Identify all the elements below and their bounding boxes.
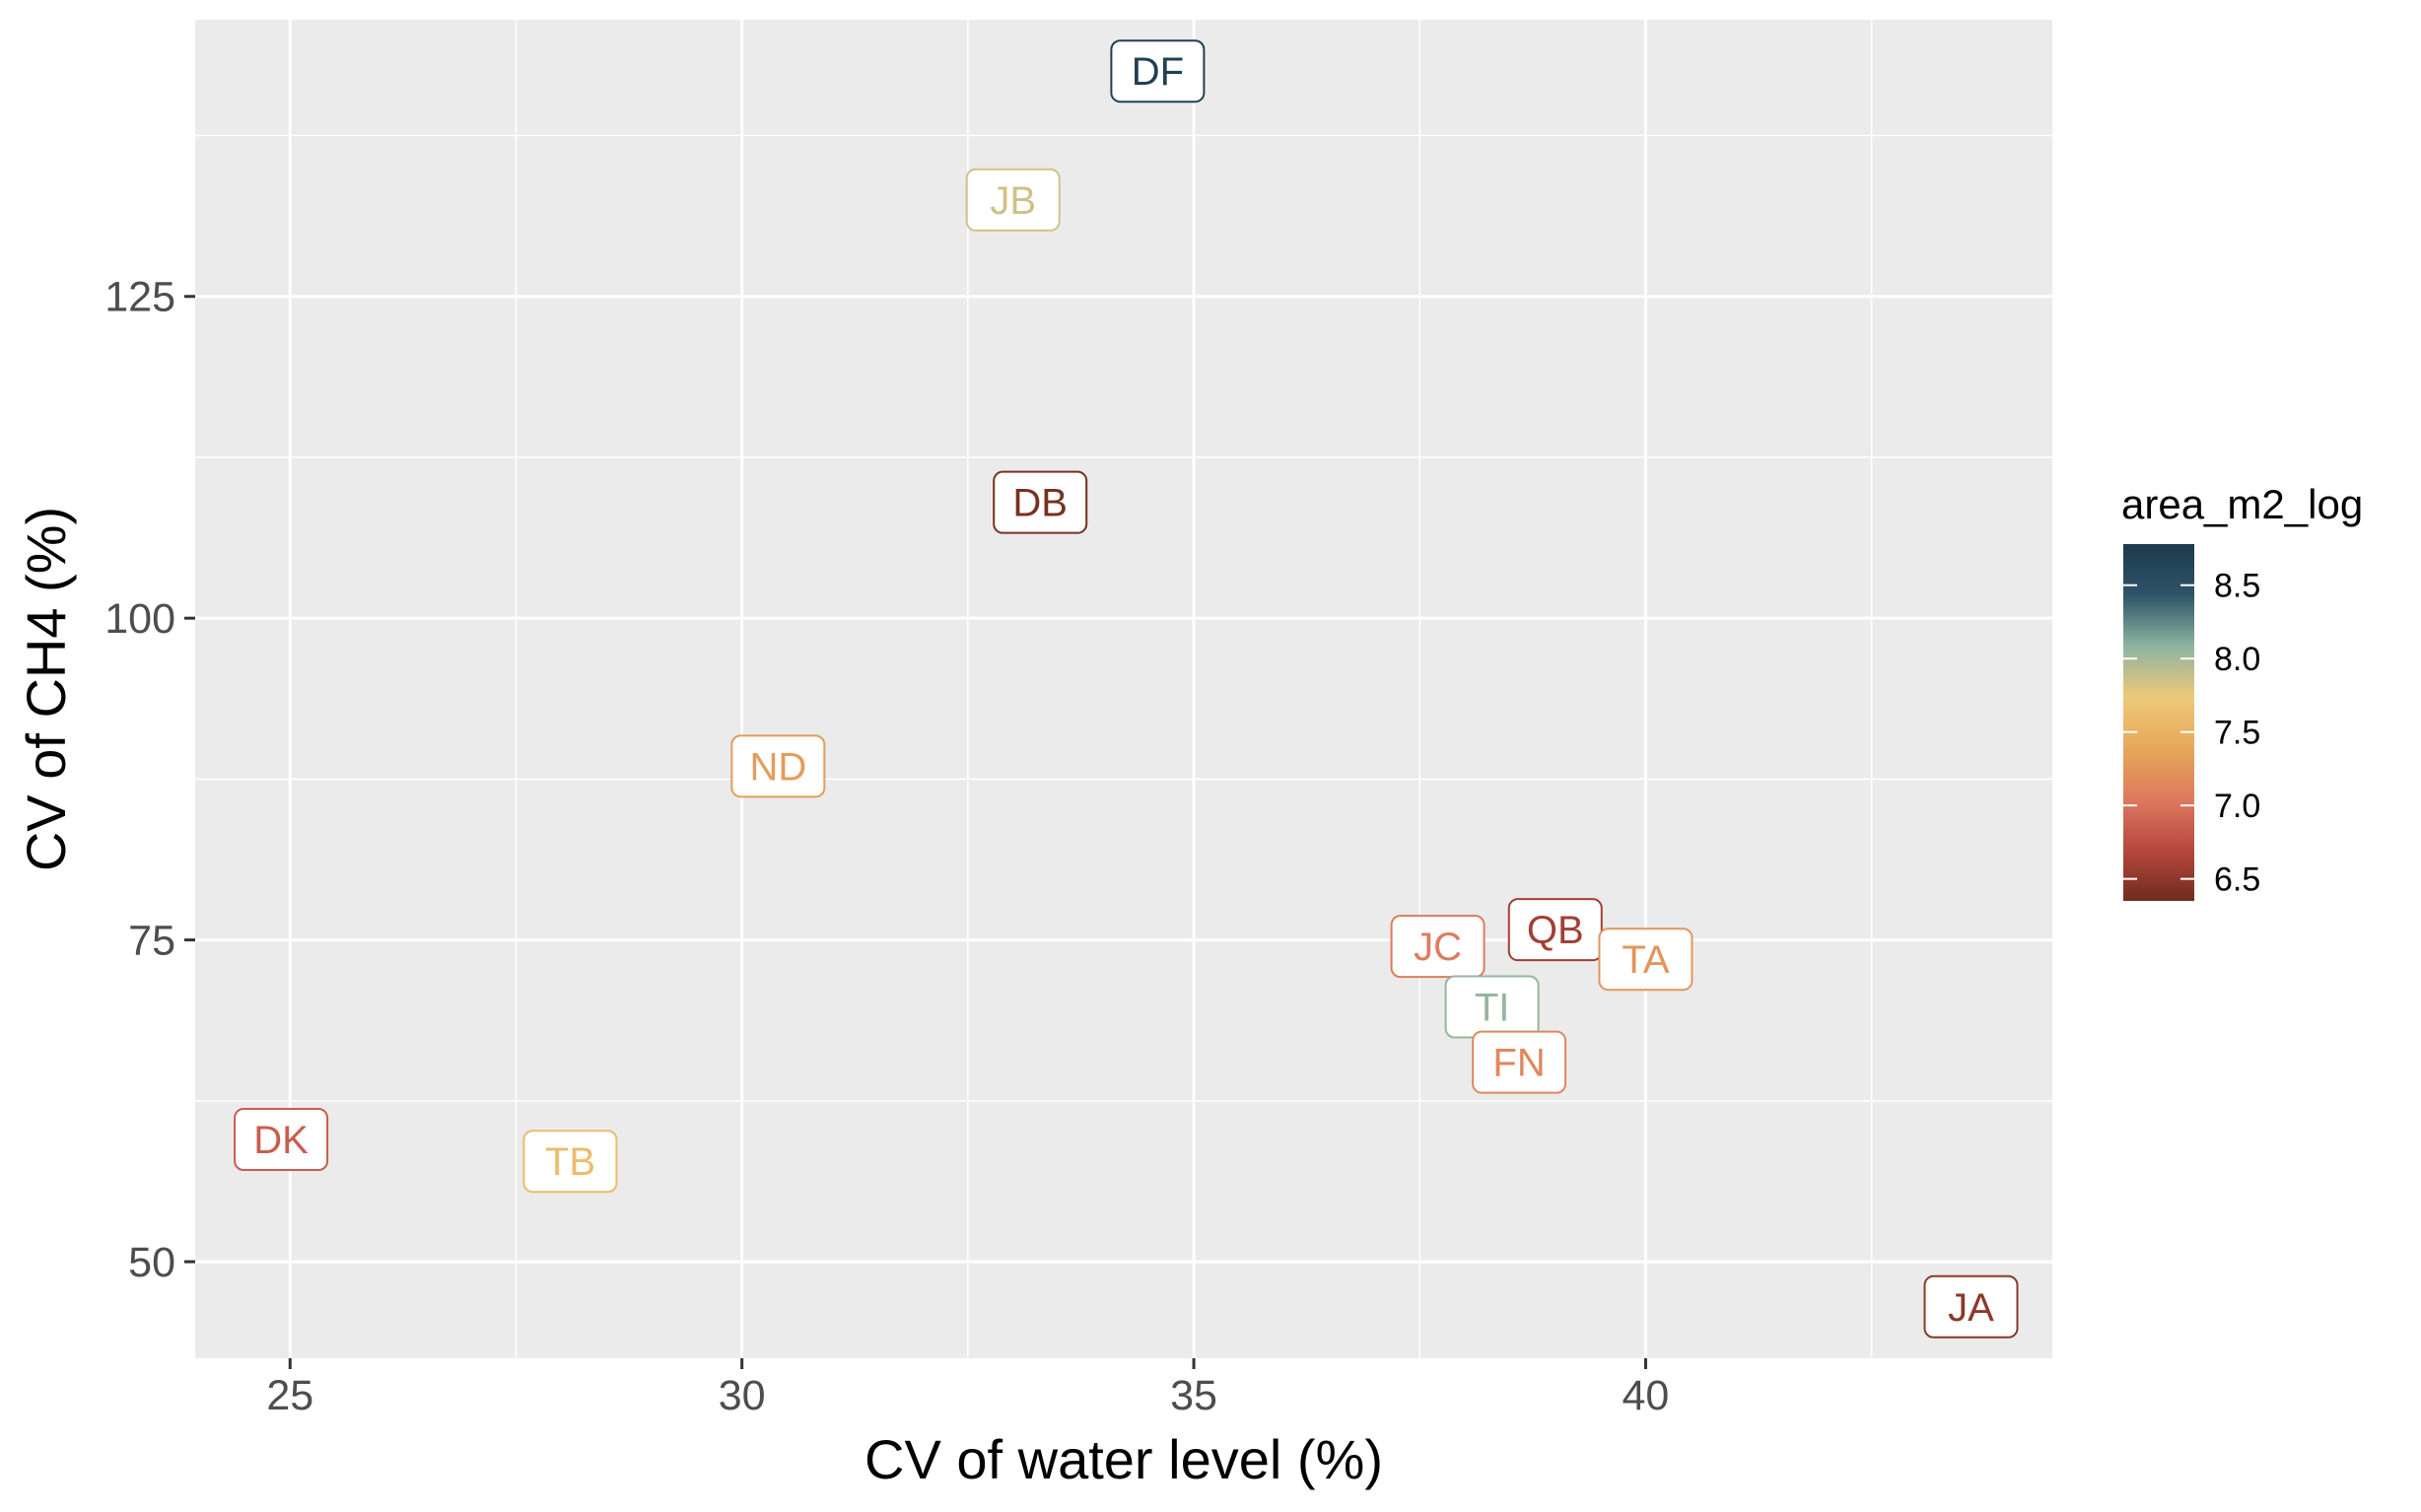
colorbar-tick-label: 7.5 [2214, 715, 2260, 752]
point-label-text: JC [1414, 926, 1462, 969]
point-label-dk: DK [234, 1108, 329, 1172]
x-tick-label: 35 [1170, 1372, 1217, 1419]
point-label-qb: QB [1507, 898, 1603, 962]
point-label-text: DB [1012, 482, 1068, 525]
point-label-nd: ND [730, 734, 826, 798]
x-tick-label: 40 [1623, 1372, 1670, 1419]
point-label-tb: TB [522, 1130, 618, 1194]
point-label-ta: TA [1598, 928, 1694, 992]
colorbar-tick-label: 8.5 [2214, 568, 2260, 605]
point-label-box [965, 168, 1061, 232]
point-label-box [1390, 915, 1486, 979]
point-label-jb: JB [965, 168, 1061, 232]
x-axis-title: CV of water level (%) [865, 1428, 1383, 1490]
point-label-box [522, 1130, 618, 1194]
point-labels: DF JB DB ND JC QB TA TI FN DK TB JA [234, 39, 2019, 1339]
y-axis-title: CV of CH4 (%) [15, 507, 77, 871]
point-label-box [1110, 39, 1206, 103]
colorbar-legend: area_m2_log 6.5 7.0 7.5 8.0 8.5 [2121, 481, 2363, 901]
point-label-box [993, 470, 1088, 534]
point-label-text: ND [749, 745, 806, 789]
y-tick-label: 75 [128, 918, 175, 965]
point-label-ja: JA [1923, 1274, 2019, 1339]
point-label-df: DF [1110, 39, 1206, 103]
major-gridlines [195, 20, 2052, 1358]
colorbar-ticks: 6.5 7.0 7.5 8.0 8.5 [2123, 568, 2260, 899]
point-label-text: DF [1132, 50, 1184, 94]
minor-gridlines [195, 20, 2052, 1358]
point-label-text: JA [1948, 1286, 1994, 1330]
point-label-box [234, 1108, 329, 1172]
point-label-box [1923, 1274, 2019, 1339]
point-label-text: DK [253, 1119, 309, 1162]
point-label-jc: JC [1390, 915, 1486, 979]
colorbar [2123, 544, 2194, 901]
point-label-fn: FN [1472, 1030, 1567, 1094]
plot-panel [195, 20, 2052, 1358]
point-label-ti: TI [1444, 975, 1540, 1039]
y-tick-label: 100 [104, 595, 175, 643]
point-label-box [1472, 1030, 1567, 1094]
axis-ticks: 25 30 35 40 50 75 100 125 [104, 274, 1669, 1419]
y-tick-label: 125 [104, 274, 175, 321]
point-label-text: QB [1527, 909, 1584, 952]
x-tick-label: 30 [719, 1372, 766, 1419]
point-label-text: TB [545, 1140, 595, 1184]
point-label-box [1598, 928, 1694, 992]
point-label-text: FN [1492, 1042, 1545, 1085]
colorbar-tick-label: 8.0 [2214, 641, 2260, 678]
point-label-text: JB [990, 179, 1036, 223]
point-label-box [730, 734, 826, 798]
x-tick-label: 25 [266, 1372, 313, 1419]
point-label-box [1507, 898, 1603, 962]
y-tick-label: 50 [128, 1239, 175, 1286]
point-label-text: TI [1475, 987, 1510, 1030]
legend-title: area_m2_log [2121, 481, 2363, 527]
colorbar-tick-label: 7.0 [2214, 788, 2260, 825]
colorbar-tick-label: 6.5 [2214, 861, 2260, 899]
point-label-text: TA [1622, 938, 1669, 982]
point-label-db: DB [993, 470, 1088, 534]
